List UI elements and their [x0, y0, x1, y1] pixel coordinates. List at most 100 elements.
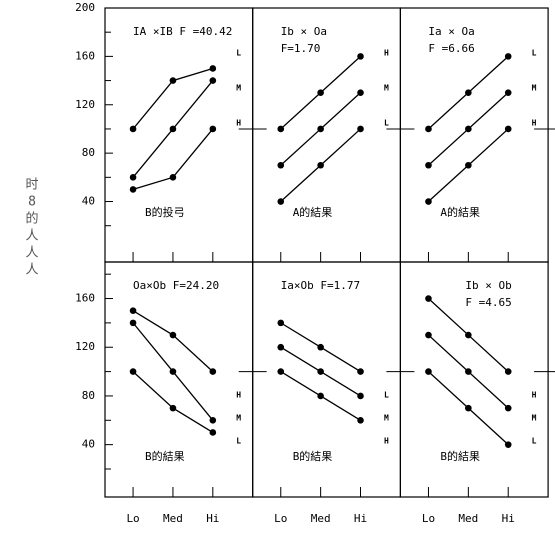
- x-tick-label: Lo: [274, 512, 287, 525]
- point: [169, 404, 177, 412]
- point: [277, 319, 285, 327]
- point: [209, 429, 217, 436]
- x-tick-label: Med: [311, 512, 331, 525]
- x-tick-label: Lo: [422, 512, 435, 525]
- legend-label: L: [384, 119, 389, 128]
- point: [465, 89, 472, 96]
- point: [169, 125, 177, 133]
- point: [169, 77, 177, 84]
- side-text: 8: [28, 195, 36, 210]
- x-label: B的投弓: [145, 205, 185, 219]
- x-label: A的結果: [293, 205, 333, 219]
- legend-label: L: [236, 49, 241, 58]
- legend-label: L: [384, 391, 389, 400]
- point: [169, 331, 177, 339]
- x-tick-label: Hi: [206, 512, 219, 525]
- annotation: Ia × Oa: [428, 25, 474, 38]
- y-tick-label: 120: [75, 98, 95, 111]
- point: [465, 404, 472, 412]
- legend-label: L: [532, 437, 537, 446]
- point: [277, 125, 285, 133]
- legend-label: H: [532, 391, 537, 400]
- point: [504, 441, 512, 448]
- series-line: [132, 310, 214, 373]
- point: [425, 161, 432, 169]
- x-tick-label: Med: [163, 512, 183, 525]
- panel-frame: [252, 7, 401, 263]
- x-tick-label: Hi: [354, 512, 367, 525]
- annotation: F =4.65: [465, 296, 511, 309]
- point: [357, 416, 364, 424]
- point: [209, 125, 217, 133]
- point: [277, 343, 285, 351]
- y-tick-label: 160: [75, 49, 95, 62]
- side-text: 人: [25, 229, 38, 244]
- panel-frame: [399, 261, 549, 498]
- point: [425, 198, 432, 205]
- y-tick-label: 80: [82, 389, 95, 402]
- side-text: 人: [25, 246, 38, 261]
- point: [317, 368, 324, 375]
- point: [357, 53, 364, 60]
- annotation: Ib × Ob: [465, 279, 511, 292]
- annotation: F =6.66: [428, 42, 474, 55]
- point: [504, 368, 512, 375]
- x-tick-label: Lo: [126, 512, 139, 525]
- point: [277, 368, 285, 375]
- point: [317, 125, 324, 133]
- side-text: 时: [25, 178, 38, 193]
- point: [465, 125, 472, 133]
- legend-label: H: [236, 119, 241, 128]
- point: [425, 368, 432, 375]
- point: [504, 125, 512, 133]
- x-label: A的結果: [440, 205, 480, 219]
- panel-frame: [104, 7, 254, 263]
- point: [357, 125, 364, 133]
- legend-label: M: [384, 414, 389, 423]
- legend-label: M: [532, 84, 537, 93]
- point: [129, 174, 137, 181]
- point: [209, 65, 217, 72]
- point: [169, 174, 177, 181]
- point: [209, 77, 217, 84]
- point: [317, 343, 324, 351]
- x-tick-label: Med: [458, 512, 478, 525]
- point: [129, 186, 137, 193]
- x-tick-label: Hi: [502, 512, 515, 525]
- legend-label: H: [384, 49, 389, 58]
- y-tick-label: 40: [82, 195, 95, 208]
- x-label: B的結果: [293, 449, 333, 463]
- y-tick-label: 160: [75, 292, 95, 305]
- annotation: Ib × Oa: [281, 25, 327, 38]
- point: [504, 89, 512, 96]
- series-line: [132, 371, 214, 434]
- legend-label: H: [236, 391, 241, 400]
- y-tick-label: 200: [75, 1, 95, 14]
- annotation: IA ×IB F =40.42: [133, 25, 232, 38]
- point: [317, 392, 324, 400]
- point: [129, 125, 137, 133]
- point: [129, 368, 137, 375]
- legend-label: H: [532, 119, 537, 128]
- x-label: B的結果: [440, 449, 480, 463]
- point: [357, 89, 364, 96]
- point: [425, 125, 432, 133]
- legend-label: H: [384, 437, 389, 446]
- x-label: B的結果: [145, 449, 185, 463]
- point: [357, 368, 364, 375]
- point: [465, 161, 472, 169]
- point: [317, 161, 324, 169]
- side-text: 的: [25, 211, 38, 227]
- annotation: Oa×Ob F=24.20: [133, 279, 219, 292]
- legend-label: M: [236, 414, 241, 423]
- point: [504, 53, 512, 60]
- point: [209, 368, 217, 375]
- annotation: Ia×Ob F=1.77: [281, 279, 360, 292]
- legend-label: L: [532, 49, 537, 58]
- point: [357, 392, 364, 400]
- point: [209, 416, 217, 424]
- y-tick-label: 40: [82, 438, 95, 451]
- point: [277, 161, 285, 169]
- y-tick-label: 80: [82, 146, 95, 159]
